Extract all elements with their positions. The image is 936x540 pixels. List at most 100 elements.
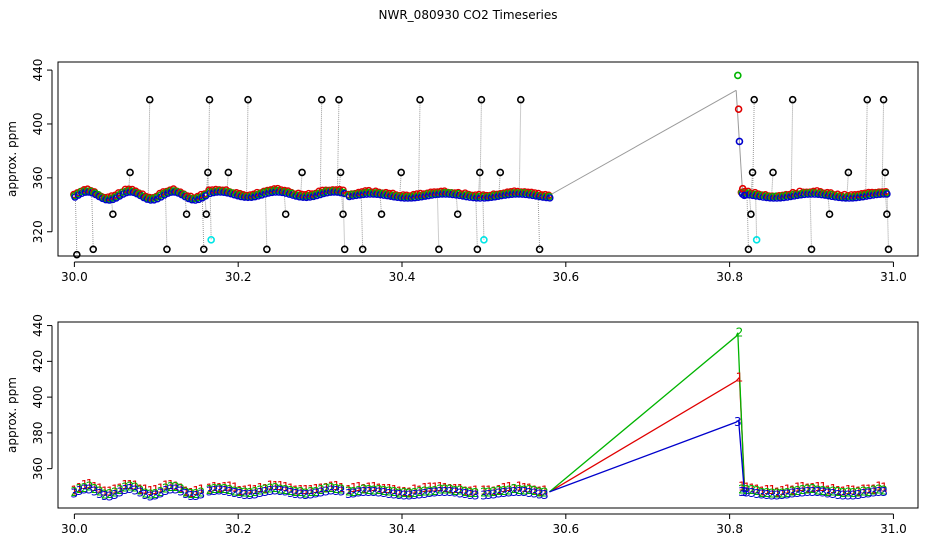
top-x-tick-label: 30.0 <box>61 270 88 284</box>
baseline-digit-3: 3 <box>221 484 229 498</box>
baseline-digit-2: 2 <box>216 482 224 496</box>
baseline-digit-3: 3 <box>421 487 429 501</box>
baseline-digit-3: 3 <box>267 484 275 498</box>
flag-marker-black <box>244 95 252 104</box>
flag-marker-black <box>747 210 755 219</box>
baseline-digit-1: 1 <box>809 481 817 495</box>
flag-dropline <box>360 193 364 250</box>
baseline-digit-2: 2 <box>457 484 465 498</box>
flag-marker-black <box>298 168 306 177</box>
baseline-digit-2: 2 <box>317 483 325 497</box>
baseline-digit-3: 3 <box>71 487 79 501</box>
bottom-y-tick-label: 420 <box>31 350 45 373</box>
baseline-digit-2: 2 <box>251 485 259 499</box>
flag-dropline <box>482 197 485 240</box>
baseline-digit-3: 3 <box>426 486 434 500</box>
flag-marker-black <box>73 250 81 259</box>
baseline-digit-1: 1 <box>814 480 822 494</box>
baseline-digit-2: 2 <box>246 486 254 500</box>
baseline-digit-2: 2 <box>824 485 832 499</box>
baseline-digit-1: 1 <box>177 481 185 495</box>
top-panel: 30.0 30.2 30.4 30.6 30.8 31.0 320 360 400 440 appr… <box>5 59 919 284</box>
baseline-digit-3: 3 <box>277 484 285 498</box>
baseline-digit-3: 3 <box>855 488 863 502</box>
baseline-digit-3: 3 <box>211 484 219 498</box>
baseline-digit-2: 2 <box>763 486 771 500</box>
baseline-digit-2: 2 <box>794 484 802 498</box>
baseline-digit-1: 1 <box>411 482 419 496</box>
baseline-digit-3: 3 <box>452 486 460 500</box>
baseline-digit-2: 2 <box>81 481 89 495</box>
baseline-digit-3: 3 <box>521 485 529 499</box>
baseline-digit-1: 1 <box>312 482 320 496</box>
baseline-digit-2: 2 <box>452 484 460 498</box>
baseline-digit-2: 2 <box>505 483 513 497</box>
baseline-digit-1: 1 <box>152 483 160 497</box>
baseline-digit-2: 2 <box>804 483 812 497</box>
baseline-digit-1: 1 <box>516 480 524 494</box>
baseline-digit-1: 1 <box>131 478 139 492</box>
series-1-spike-line <box>549 375 746 493</box>
bottom-panel: 30.0 30.2 30.4 30.6 30.8 31.0 360 380 400 420 440 a… <box>5 314 919 536</box>
baseline-digit-3: 3 <box>753 487 761 501</box>
spike-marker-green <box>734 71 742 80</box>
baseline-digit-1: 1 <box>350 481 358 495</box>
bottom-y-tick-label: 360 <box>31 457 45 480</box>
baseline-digit-3: 3 <box>447 485 455 499</box>
spike-marker-red <box>734 105 743 113</box>
baseline-digit-3: 3 <box>814 485 822 499</box>
flag-dropline <box>746 194 749 250</box>
baseline-digit-1: 1 <box>819 480 827 494</box>
baseline-digit-3: 3 <box>391 488 399 502</box>
baseline-digit-3: 3 <box>76 484 84 498</box>
baseline-digit-2: 2 <box>406 487 414 501</box>
flag-dropline <box>479 99 482 198</box>
baseline-digit-1: 1 <box>198 483 206 497</box>
baseline-digit-3: 3 <box>206 485 214 499</box>
baseline-digit-2: 2 <box>784 486 792 500</box>
baseline-digit-2: 2 <box>231 485 239 499</box>
bottom-plot-frame <box>57 321 919 509</box>
baseline-digit-1: 1 <box>855 485 863 499</box>
baseline-digit-1: 1 <box>526 482 534 496</box>
baseline-digit-3: 3 <box>131 483 139 497</box>
baseline-digit-3: 3 <box>416 488 424 502</box>
baseline-digit-2: 2 <box>375 483 383 497</box>
flag-marker-black <box>340 245 349 254</box>
spike-marker-red <box>738 184 747 193</box>
baseline-digit-2: 2 <box>101 487 109 501</box>
baseline-digit-2: 2 <box>370 483 378 497</box>
baseline-digit-2: 2 <box>355 484 363 498</box>
baseline-digit-3: 3 <box>794 486 802 500</box>
baseline-digit-2: 2 <box>241 486 249 500</box>
baseline-digit-3: 3 <box>272 484 280 498</box>
baseline-digit-2: 2 <box>236 485 244 499</box>
baseline-digit-2: 2 <box>292 485 300 499</box>
flag-dropline <box>205 172 209 194</box>
baseline-digit-3: 3 <box>850 488 858 502</box>
baseline-digit-3: 3 <box>457 486 465 500</box>
baseline-digit-1: 1 <box>322 481 330 495</box>
flag-marker-black <box>881 168 890 177</box>
baseline-digit-3: 3 <box>541 488 549 502</box>
flag-marker-black <box>336 168 345 177</box>
flag-marker-black <box>477 95 486 104</box>
baseline-digit-1: 1 <box>769 483 777 497</box>
baseline-digit-2: 2 <box>426 484 434 498</box>
baseline-digit-3: 3 <box>126 482 134 496</box>
baseline-digit-1: 1 <box>206 482 214 496</box>
baseline-digit-1: 1 <box>835 484 843 498</box>
baseline-digit-1: 1 <box>536 484 544 498</box>
baseline-digit-1: 1 <box>850 483 858 497</box>
baseline-digit-3: 3 <box>386 487 394 501</box>
baseline-digit-3: 3 <box>137 486 145 500</box>
baseline-digit-2: 2 <box>198 486 206 500</box>
baseline-digit-1: 1 <box>187 486 195 500</box>
baseline-digit-1: 1 <box>743 480 751 494</box>
baseline-digit-3: 3 <box>157 486 165 500</box>
baseline-digit-2: 2 <box>779 487 787 501</box>
baseline-digit-1: 1 <box>116 481 124 495</box>
baseline-digit-2: 2 <box>880 483 888 497</box>
baseline-digit-3: 3 <box>784 487 792 501</box>
